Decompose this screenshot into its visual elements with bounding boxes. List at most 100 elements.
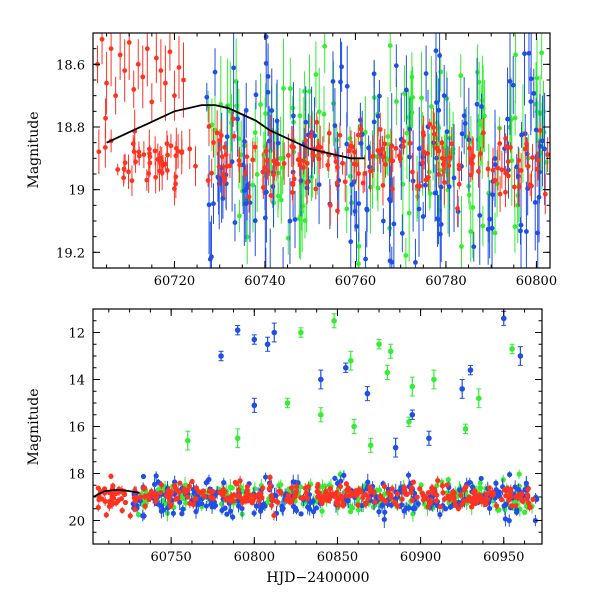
top-blue-point bbox=[474, 101, 480, 107]
top-red-point bbox=[426, 174, 431, 180]
bottom-green-point bbox=[516, 471, 522, 477]
top-red-point bbox=[342, 179, 348, 185]
top-red-point bbox=[503, 136, 509, 141]
bottom-blue-point bbox=[307, 499, 314, 506]
top-blue-point bbox=[247, 200, 253, 206]
bottom-outlier-blue-point bbox=[271, 329, 278, 336]
top-blue-point bbox=[441, 93, 447, 99]
bottom-x-axis-label: HJD−2400000 bbox=[266, 570, 369, 586]
top-y-tick-label: 18.8 bbox=[56, 121, 85, 136]
top-red-early-point bbox=[99, 36, 105, 42]
top-green-point bbox=[297, 113, 303, 119]
top-red-point bbox=[441, 180, 447, 185]
bottom-red-point bbox=[142, 503, 148, 509]
bottom-red-point bbox=[103, 512, 109, 518]
bottom-red-point bbox=[504, 486, 510, 492]
top-red-point bbox=[420, 130, 426, 135]
top-blue-point bbox=[292, 217, 298, 222]
bottom-red-point bbox=[158, 482, 165, 488]
top-red-point bbox=[141, 152, 147, 158]
top-green-point bbox=[287, 86, 293, 92]
bottom-green-point bbox=[319, 508, 325, 514]
bottom-red-point bbox=[200, 488, 206, 494]
bottom-red-point bbox=[439, 483, 446, 489]
top-red-point bbox=[334, 180, 340, 186]
top-red-point bbox=[335, 208, 340, 214]
bottom-red-point bbox=[444, 482, 450, 488]
bottom-blue-point bbox=[381, 516, 387, 523]
top-green-point bbox=[475, 69, 481, 75]
bottom-blue-point bbox=[293, 507, 299, 514]
bottom-green-point bbox=[477, 480, 483, 486]
bottom-red-point bbox=[391, 500, 398, 506]
top-red-point bbox=[152, 148, 158, 154]
top-red-point bbox=[260, 169, 266, 175]
bottom-blue-point bbox=[230, 514, 236, 520]
top-blue-point bbox=[242, 139, 247, 144]
top-red-point bbox=[214, 130, 220, 136]
bottom-outlier-green-point bbox=[476, 395, 482, 402]
top-red-point bbox=[421, 149, 427, 155]
bottom-blue-point bbox=[262, 503, 268, 509]
bottom-red-point bbox=[445, 493, 451, 499]
bottom-blue-point bbox=[160, 507, 166, 513]
top-blue-point bbox=[363, 256, 368, 262]
bottom-red-point bbox=[113, 490, 119, 497]
top-red-point bbox=[535, 157, 541, 163]
top-blue-point bbox=[423, 182, 428, 188]
top-red-point bbox=[221, 179, 227, 185]
bottom-red-point bbox=[109, 501, 115, 507]
bottom-outlier-blue-point bbox=[459, 386, 465, 392]
top-blue-point bbox=[387, 196, 392, 202]
top-red-point bbox=[407, 140, 413, 146]
bottom-blue-point bbox=[293, 479, 299, 486]
top-red-point bbox=[242, 170, 248, 176]
top-green-point bbox=[347, 136, 353, 141]
top-red-point bbox=[415, 183, 420, 189]
bottom-red-point bbox=[371, 490, 377, 496]
bottom-red-point bbox=[525, 486, 531, 492]
top-red-point bbox=[525, 163, 531, 169]
bottom-red-point bbox=[486, 485, 492, 491]
top-red-point bbox=[439, 155, 445, 161]
top-green-point bbox=[375, 185, 381, 191]
top-red-point bbox=[264, 158, 270, 164]
top-red-point bbox=[380, 154, 386, 160]
top-red-point bbox=[146, 170, 152, 176]
top-blue-point bbox=[492, 156, 498, 161]
top-panel: 60720 60740 60760 60780 6080018.618.81919.2 … bbox=[26, 32, 557, 289]
top-red-point bbox=[131, 149, 137, 155]
top-blue-point bbox=[435, 216, 440, 222]
bottom-red-point bbox=[353, 492, 359, 498]
top-x-tick-label: 60740 bbox=[244, 274, 285, 289]
top-blue-point bbox=[531, 90, 537, 96]
top-red-point bbox=[211, 140, 216, 145]
top-red-point bbox=[492, 177, 498, 183]
top-red-point bbox=[537, 128, 543, 133]
top-red-point bbox=[446, 163, 452, 168]
bottom-blue-point bbox=[513, 509, 520, 515]
bottom-red-point bbox=[377, 495, 383, 501]
bottom-green-point bbox=[355, 507, 362, 513]
top-red-early-point bbox=[131, 87, 137, 92]
bottom-red-point bbox=[526, 504, 533, 511]
bottom-blue-point bbox=[199, 501, 205, 507]
top-green-point bbox=[426, 169, 432, 175]
bottom-x-tick-label: 60750 bbox=[150, 550, 191, 565]
bottom-green-point bbox=[370, 504, 377, 510]
bottom-red-point bbox=[441, 496, 448, 502]
top-red-point bbox=[490, 167, 496, 173]
top-blue-point bbox=[290, 113, 296, 119]
top-red-point bbox=[503, 189, 508, 195]
bottom-red-point bbox=[327, 496, 333, 502]
top-axes: 60720 60740 60760 60780 60800 18.6 18.8 19 19.2 bbox=[56, 32, 557, 289]
bottom-red-point bbox=[152, 491, 159, 497]
top-green-point bbox=[468, 229, 474, 234]
bottom-blue-point bbox=[313, 505, 320, 511]
top-red-point bbox=[314, 119, 320, 125]
top-red-point bbox=[285, 153, 291, 158]
top-red-point bbox=[383, 162, 388, 167]
top-blue-point bbox=[274, 118, 280, 124]
top-red-early-point bbox=[153, 55, 159, 61]
top-blue-point bbox=[224, 134, 230, 140]
